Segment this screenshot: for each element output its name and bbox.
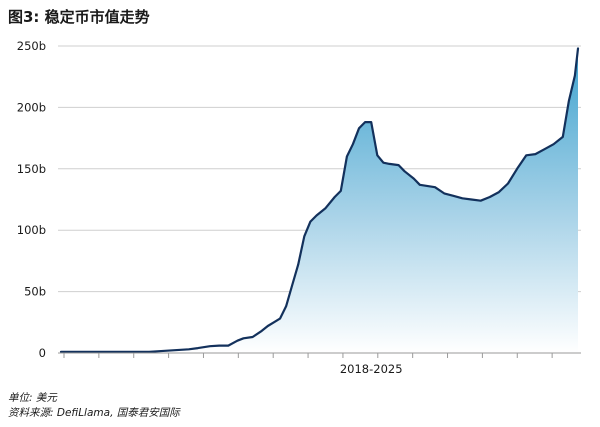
area-fill-path [61, 48, 578, 353]
y-tick-label: 100b [17, 223, 46, 237]
y-tick-label: 250b [17, 39, 46, 53]
x-axis-labels: 2018-2025 [340, 362, 403, 376]
series-line-path [59, 47, 580, 353]
y-tick-label: 0 [39, 346, 46, 360]
y-axis-labels: 0 50b 100b 150b 200b 250b [17, 39, 46, 360]
chart-title: 图3: 稳定币市值走势 [8, 8, 150, 26]
area-fill [61, 48, 578, 353]
source-note: 资料来源: DefiLlama, 国泰君安国际 [8, 407, 180, 419]
x-axis [58, 352, 581, 358]
y-tick-label: 50b [24, 285, 46, 299]
y-tick-label: 200b [17, 100, 46, 114]
x-tick-label: 2018-2025 [340, 362, 403, 376]
y-tick-label: 150b [17, 162, 46, 176]
unit-note: 单位: 美元 [8, 392, 57, 404]
series-line [59, 47, 580, 353]
